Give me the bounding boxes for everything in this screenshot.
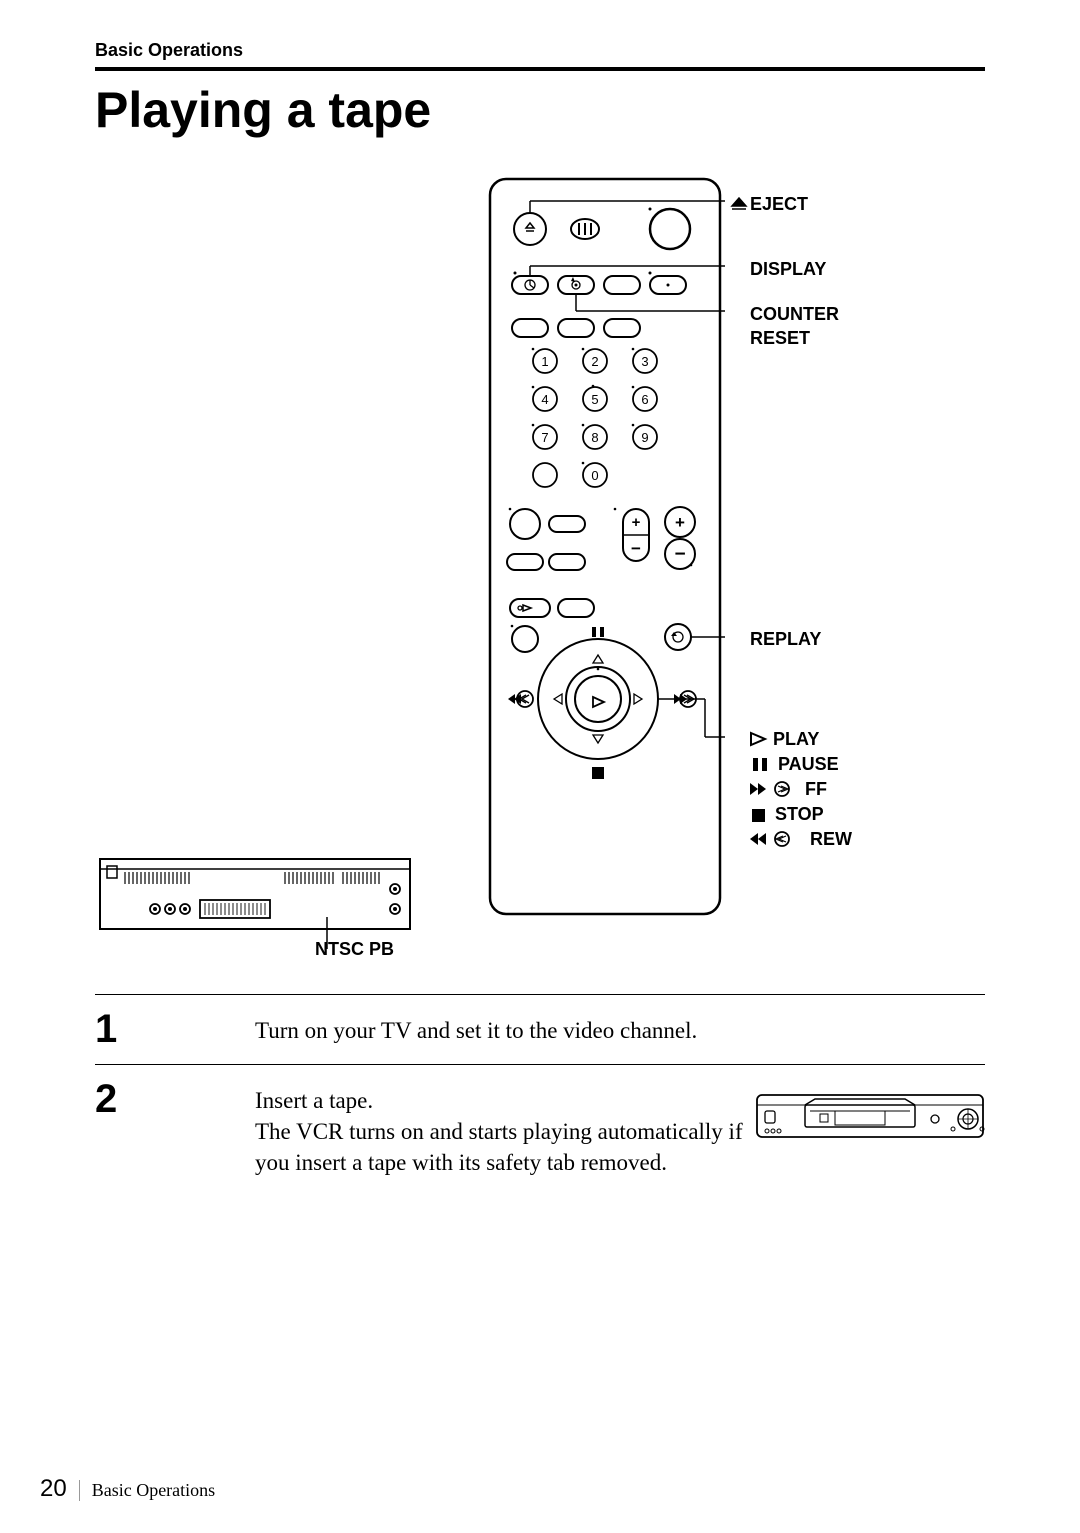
ntsc-pb-label: NTSC PB — [315, 939, 394, 960]
step-1: 1 Turn on your TV and set it to the vide… — [95, 995, 985, 1065]
step-2: 2 Insert a tape. The VCR turns on and st… — [95, 1065, 985, 1190]
svg-text:7: 7 — [541, 430, 548, 445]
stop-label: STOP — [775, 804, 824, 825]
steps-section: 1 Turn on your TV and set it to the vide… — [95, 994, 985, 1190]
svg-text:+: + — [675, 513, 685, 532]
play-icon — [749, 731, 769, 747]
step-1-text: Turn on your TV and set it to the video … — [255, 1007, 985, 1052]
remote-control-diagram: 1 2 3 4 5 6 7 8 9 0 + − — [485, 139, 725, 919]
header-text: Basic Operations — [95, 40, 985, 61]
vcr-front-diagram — [755, 1077, 985, 1178]
page-title: Playing a tape — [95, 81, 985, 139]
step-2-line2: The VCR turns on and starts playing auto… — [255, 1119, 743, 1175]
svg-text:3: 3 — [641, 354, 648, 369]
stop-icon — [749, 807, 769, 823]
svg-text:8: 8 — [591, 430, 598, 445]
step-2-number: 2 — [95, 1077, 255, 1178]
svg-text:0: 0 — [591, 468, 598, 483]
svg-text:9: 9 — [641, 430, 648, 445]
svg-text:6: 6 — [641, 392, 648, 407]
rew-label: REW — [810, 829, 852, 850]
step-1-number: 1 — [95, 1007, 255, 1052]
svg-text:2: 2 — [591, 354, 598, 369]
display-label: DISPLAY — [750, 259, 826, 280]
counter-label: COUNTER — [750, 304, 839, 325]
footer-section: Basic Operations — [79, 1480, 215, 1501]
footer: 20 Basic Operations — [40, 1475, 215, 1503]
svg-text:−: − — [674, 544, 685, 565]
replay-label: REPLAY — [750, 629, 821, 650]
svg-text:1: 1 — [541, 354, 548, 369]
play-label: PLAY — [773, 729, 819, 750]
ff-label: FF — [805, 779, 827, 800]
pause-label: PAUSE — [778, 754, 839, 775]
eject-icon — [730, 194, 748, 212]
step-2-text: Insert a tape. The VCR turns on and star… — [255, 1077, 755, 1178]
eject-label: EJECT — [750, 194, 808, 215]
ff-icon — [749, 781, 801, 797]
step-2-line1: Insert a tape. — [255, 1088, 373, 1113]
reset-label: RESET — [750, 328, 810, 349]
pause-icon — [749, 756, 773, 772]
svg-text:−: − — [631, 539, 641, 558]
header-section: Basic Operations — [95, 40, 985, 71]
rew-icon — [749, 831, 805, 847]
svg-text:5: 5 — [591, 392, 598, 407]
page-number: 20 — [40, 1475, 79, 1503]
svg-text:+: + — [632, 514, 641, 531]
diagram-area: 1 2 3 4 5 6 7 8 9 0 + − — [95, 139, 985, 959]
svg-text:4: 4 — [541, 392, 548, 407]
